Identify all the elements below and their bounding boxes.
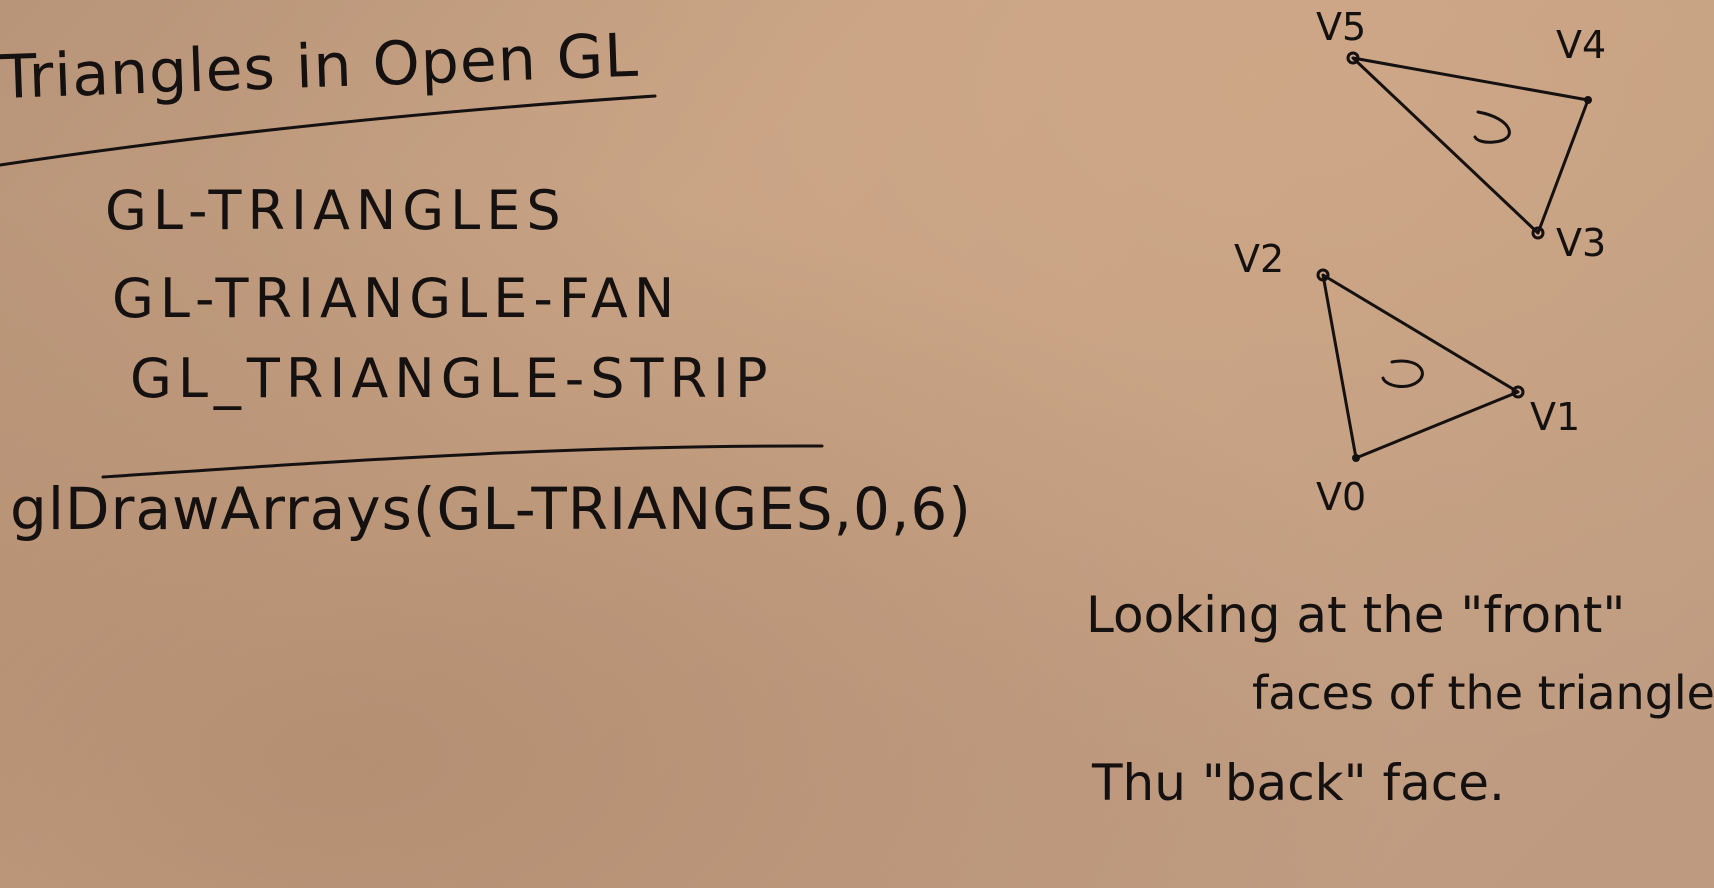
note-faces-of-triangle: faces of the triangle bbox=[1252, 666, 1714, 720]
counterclockwise-arrow-icon bbox=[1473, 110, 1511, 144]
mode-gl-triangle-strip: GL_TRIANGLE-STRIP bbox=[130, 347, 774, 410]
vertex-label-v3: V3 bbox=[1556, 221, 1607, 265]
vertex-label-v5: V5 bbox=[1316, 5, 1367, 49]
title-underline bbox=[0, 94, 657, 167]
vertex-label-v2: V2 bbox=[1234, 237, 1285, 281]
vertex-label-v1: V1 bbox=[1530, 395, 1581, 439]
draw-arrays-call: glDrawArrays(GL-TRIANGES,0,6) bbox=[10, 475, 972, 543]
triangle-v3-v4-v5 bbox=[1346, 51, 1592, 240]
vertex-label-v4: V4 bbox=[1556, 23, 1607, 67]
triangle-v0-v1-v2 bbox=[1316, 268, 1525, 462]
counterclockwise-arrow-icon bbox=[1381, 359, 1424, 388]
mode-gl-triangle-fan: GL-TRIANGLE-FAN bbox=[112, 267, 681, 330]
mode-gl-triangles: GL-TRIANGLES bbox=[105, 179, 567, 242]
note-front-faces: Looking at the "front" bbox=[1086, 586, 1626, 644]
note-back-face: Thu "back" face. bbox=[1092, 754, 1505, 812]
vertex-label-v0: V0 bbox=[1316, 475, 1367, 519]
modes-underline bbox=[101, 444, 824, 479]
